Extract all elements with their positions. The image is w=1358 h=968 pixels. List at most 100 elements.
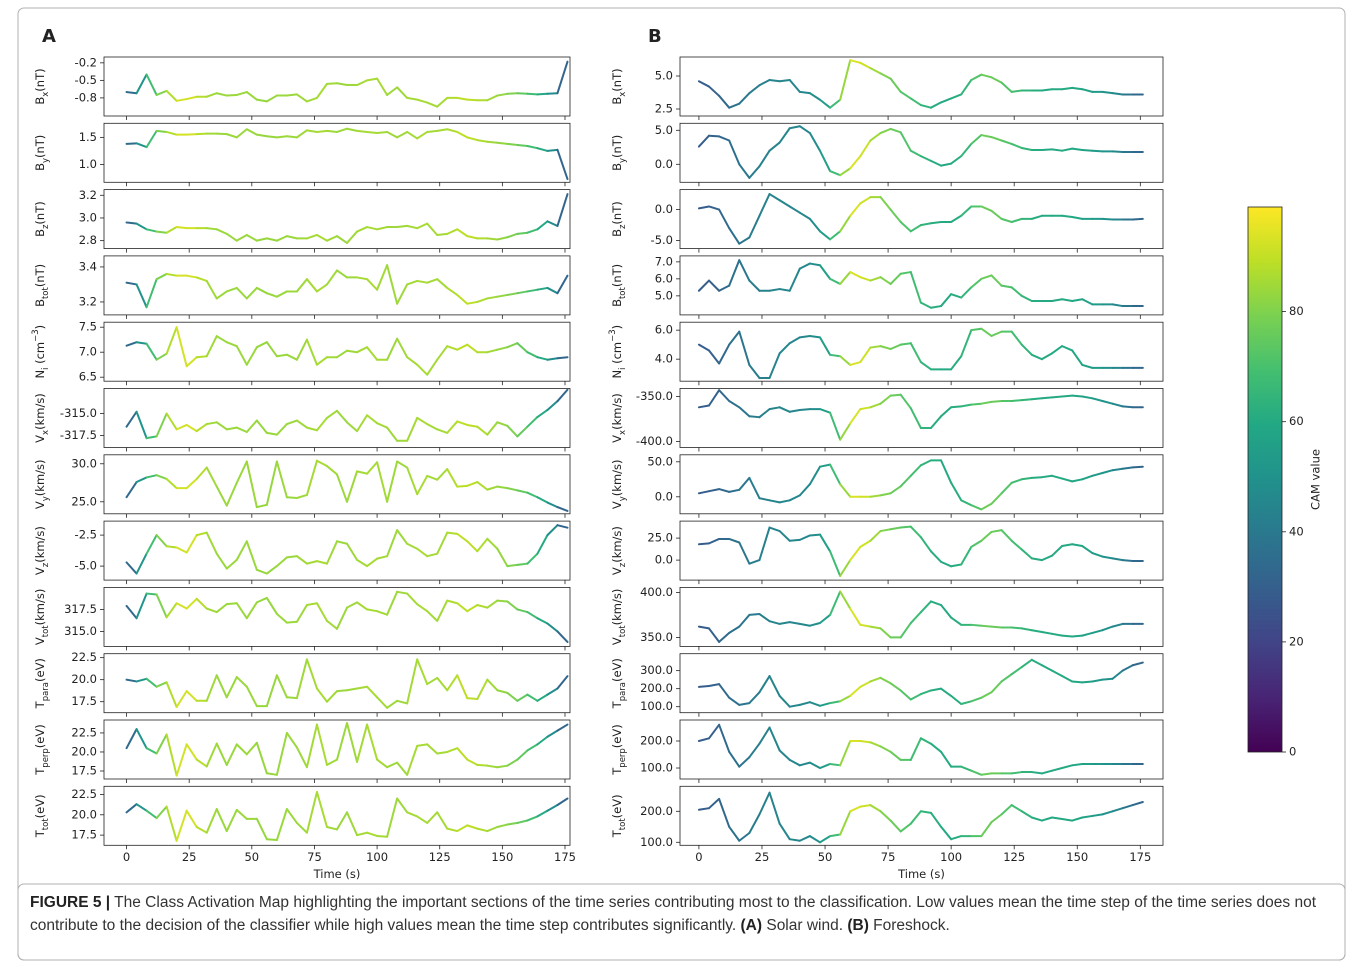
line-segment xyxy=(1020,343,1033,356)
line-segment xyxy=(869,804,882,813)
line-segment xyxy=(768,193,781,202)
line-segment xyxy=(336,269,349,279)
line-segment xyxy=(950,563,963,568)
line-segment xyxy=(255,341,268,349)
line-segment xyxy=(768,499,781,504)
line-segment xyxy=(788,621,801,625)
line-segment xyxy=(960,545,973,566)
y-tick-label: -2.5 xyxy=(75,528,97,542)
line-segment xyxy=(285,696,298,700)
line-segment xyxy=(1081,814,1094,819)
line-segment xyxy=(879,676,892,685)
line-segment xyxy=(1101,555,1114,560)
line-segment xyxy=(899,822,912,833)
y-tick-label: 5.0 xyxy=(655,69,673,83)
line-segment xyxy=(165,545,178,549)
line-segment xyxy=(315,233,328,242)
caption-text: (B) xyxy=(847,916,869,934)
y-tick-label: 350.0 xyxy=(640,630,673,644)
line-segment xyxy=(516,143,529,148)
line-segment xyxy=(728,625,741,634)
line-segment xyxy=(125,341,138,347)
line-segment xyxy=(195,825,208,834)
line-segment xyxy=(748,279,761,292)
line-segment xyxy=(315,723,328,766)
line-segment xyxy=(406,356,419,366)
y-axis-label-part: T xyxy=(610,767,624,776)
y-tick-label: 2.8 xyxy=(79,233,97,247)
line-segment xyxy=(980,691,993,699)
line-segment xyxy=(175,98,188,102)
line-segment xyxy=(336,473,349,503)
line-segment xyxy=(950,835,963,841)
line-segment xyxy=(768,141,781,152)
line-segment xyxy=(356,129,369,133)
line-segment xyxy=(486,295,499,300)
line-segment xyxy=(265,838,278,842)
line-segment xyxy=(215,421,228,431)
line-segment xyxy=(829,170,842,177)
line-segment xyxy=(990,136,1003,142)
line-segment xyxy=(225,558,238,570)
line-segment xyxy=(185,356,198,368)
line-segment xyxy=(406,658,419,705)
line-segment xyxy=(1071,680,1084,684)
line-segment xyxy=(315,602,328,622)
y-axis-label-part: B xyxy=(33,229,47,237)
line-segment xyxy=(125,803,138,814)
line-segment xyxy=(970,623,983,627)
line-segment xyxy=(919,459,932,467)
line-segment xyxy=(808,622,821,627)
line-segment xyxy=(466,423,479,428)
axes-frame xyxy=(679,454,1164,515)
line-segment xyxy=(396,86,409,99)
y-axis-label-part: i xyxy=(618,368,628,370)
line-segment xyxy=(1010,142,1023,149)
line-segment xyxy=(376,834,389,838)
line-segment xyxy=(155,230,168,234)
y-axis-label-part: para xyxy=(618,682,628,701)
line-segment xyxy=(446,228,459,235)
line-segment xyxy=(456,602,469,613)
y-axis-label: Bz(nT) xyxy=(610,201,628,237)
line-segment xyxy=(869,345,882,349)
line-segment xyxy=(135,142,148,149)
line-segment xyxy=(396,590,409,595)
line-segment xyxy=(1061,298,1074,302)
line-segment xyxy=(235,128,248,139)
line-segment xyxy=(325,269,338,286)
line-segment xyxy=(980,772,993,776)
line-segment xyxy=(376,461,389,503)
line-segment xyxy=(1071,394,1084,398)
line-segment xyxy=(980,624,993,628)
line-segment xyxy=(235,91,248,96)
line-segment xyxy=(486,825,499,833)
line-segment xyxy=(526,815,539,822)
line-segment xyxy=(869,676,882,683)
line-segment xyxy=(506,292,519,296)
line-segment xyxy=(205,421,218,426)
line-segment xyxy=(215,335,228,344)
line-segment xyxy=(697,343,711,352)
line-segment xyxy=(135,552,148,575)
line-segment xyxy=(315,82,328,99)
line-segment xyxy=(506,342,519,349)
line-segment xyxy=(889,77,902,93)
axes-frame xyxy=(103,454,571,515)
line-segment xyxy=(185,690,198,702)
line-segment xyxy=(215,132,228,136)
line-segment xyxy=(1071,634,1084,638)
y-tick-label: 315.0 xyxy=(64,624,97,638)
line-segment xyxy=(1010,478,1023,484)
line-segment xyxy=(195,423,208,433)
line-segment xyxy=(376,264,389,291)
line-segment xyxy=(145,435,158,440)
line-segment xyxy=(758,149,771,168)
line-segment xyxy=(406,466,419,496)
line-segment xyxy=(235,602,248,620)
line-segment xyxy=(446,286,459,296)
line-segment xyxy=(406,811,419,818)
line-segment xyxy=(768,78,781,83)
line-segment xyxy=(185,597,198,610)
line-segment xyxy=(145,677,158,688)
